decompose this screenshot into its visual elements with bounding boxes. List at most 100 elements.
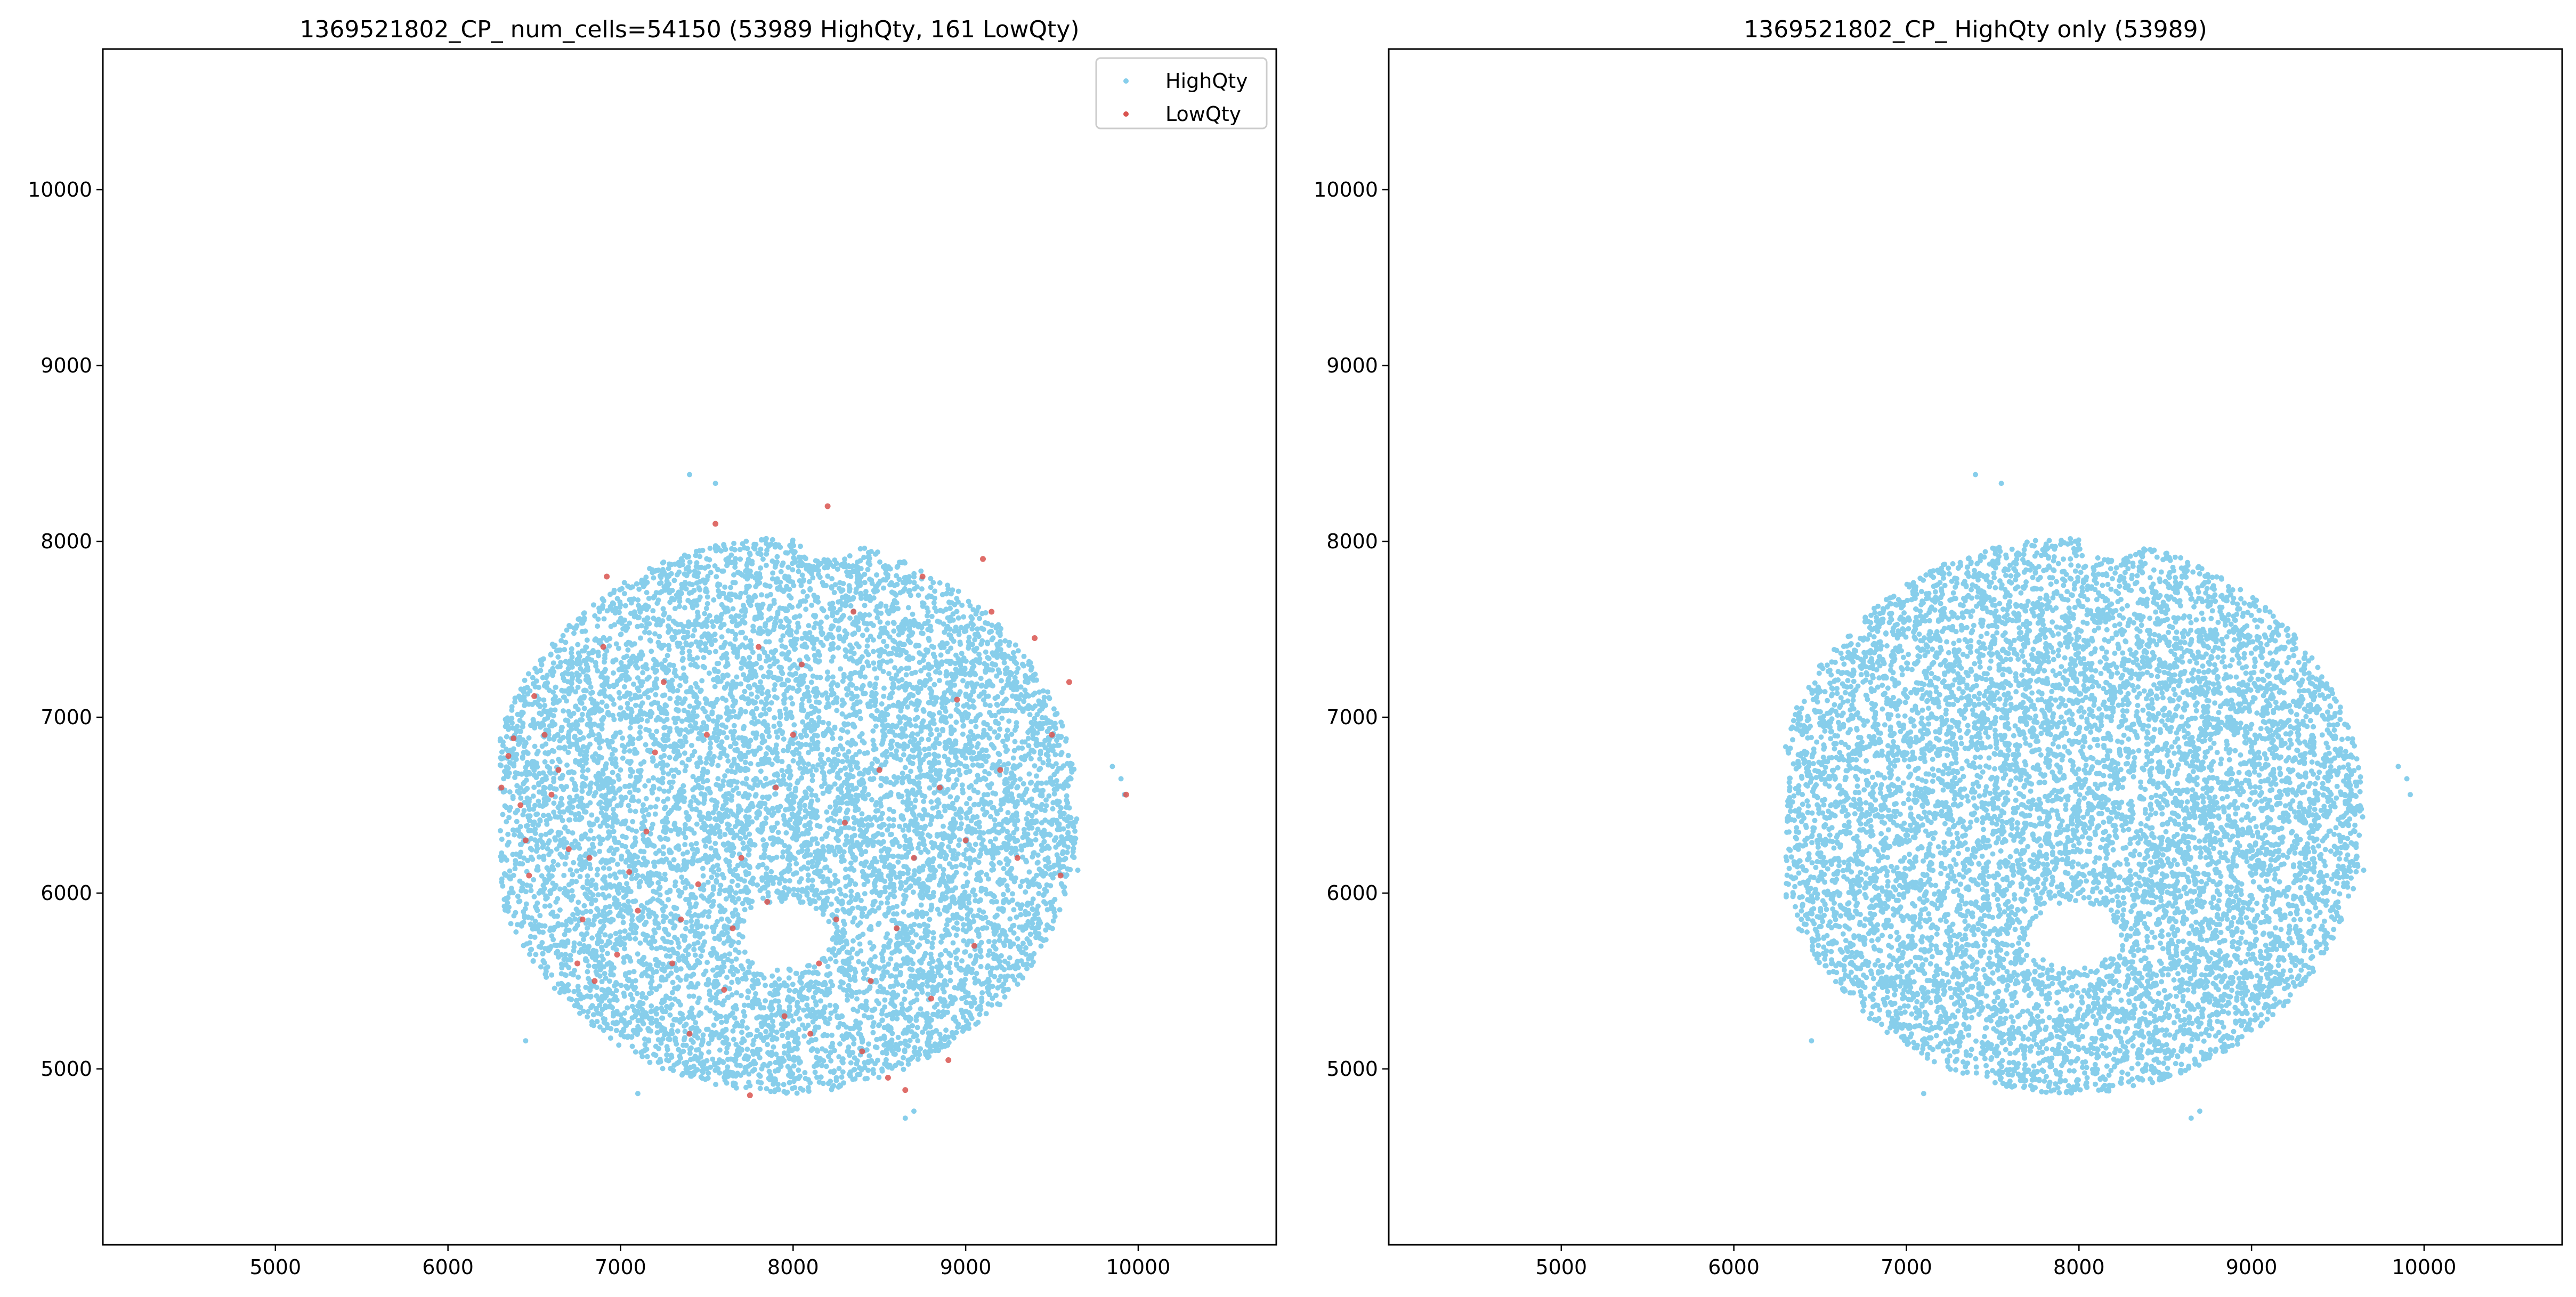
highqty-point (820, 790, 826, 796)
highqty-point (1026, 659, 1032, 664)
highqty-point (848, 955, 854, 961)
highqty-point (654, 728, 660, 734)
highqty-point (508, 921, 514, 927)
highqty-point (869, 797, 874, 802)
highqty-point (606, 893, 612, 899)
highqty-point (790, 758, 796, 764)
highqty-point (558, 660, 564, 666)
highqty-point (1028, 962, 1034, 968)
highqty-point (943, 1027, 949, 1033)
highqty-point (966, 784, 972, 790)
highqty-point (1038, 748, 1043, 754)
highqty-point (879, 701, 885, 707)
highqty-point (528, 888, 534, 894)
highqty-point (983, 776, 989, 782)
highqty-point (925, 832, 931, 838)
highqty-point (859, 913, 865, 919)
highqty-point (629, 584, 635, 590)
highqty-point (832, 781, 838, 787)
highqty-point (838, 767, 844, 773)
highqty-point (753, 991, 758, 996)
highqty-point (902, 996, 908, 1002)
highqty-point (1071, 855, 1077, 861)
highqty-point (595, 941, 601, 946)
highqty-point (787, 987, 792, 993)
highqty-point (569, 646, 574, 652)
highqty-point (511, 746, 516, 752)
highqty-point (553, 787, 559, 792)
highqty-point (771, 655, 776, 661)
highqty-point (1046, 793, 1052, 799)
highqty-point (828, 1079, 833, 1084)
highqty-point (949, 600, 954, 606)
highqty-point (543, 741, 549, 747)
highqty-point (758, 679, 763, 685)
highqty-point (538, 832, 544, 838)
highqty-point (998, 860, 1003, 866)
highqty-point (502, 803, 508, 809)
highqty-point (1068, 815, 1074, 821)
highqty-point (1065, 752, 1071, 758)
highqty-point (790, 806, 796, 812)
highqty-point (954, 777, 960, 783)
highqty-point (530, 675, 536, 680)
highqty-point (836, 1054, 842, 1060)
highqty-point (932, 588, 938, 594)
highqty-point (986, 771, 992, 776)
highqty-point (915, 689, 921, 695)
highqty-point (896, 577, 902, 582)
highqty-point (742, 971, 748, 977)
highqty-point (725, 758, 731, 764)
highqty-point (895, 1034, 901, 1040)
highqty-point (565, 671, 571, 677)
highqty-point (518, 795, 524, 801)
highqty-point (714, 574, 719, 580)
highqty-point (621, 684, 627, 690)
highqty-point (986, 655, 992, 661)
highqty-point (845, 997, 850, 1003)
highqty-point (1039, 807, 1044, 813)
highqty-point (588, 994, 594, 1000)
highqty-point (947, 960, 953, 966)
highqty-point (907, 579, 912, 585)
highqty-point (679, 874, 685, 880)
highqty-point (581, 809, 587, 815)
highqty-point (724, 1045, 730, 1051)
highqty-point (912, 716, 918, 722)
highqty-point (771, 687, 777, 692)
highqty-point (833, 1075, 839, 1081)
highqty-point (1023, 800, 1028, 806)
highqty-point (699, 727, 704, 733)
highqty-point (1035, 903, 1041, 909)
highqty-point (839, 1074, 845, 1080)
highqty-point (700, 873, 706, 879)
highqty-point (912, 586, 918, 592)
highqty-point (893, 1042, 899, 1048)
highqty-point (1068, 776, 1074, 782)
highqty-point (607, 873, 613, 879)
highqty-point (969, 626, 975, 632)
highqty-point (965, 681, 970, 686)
highqty-point (807, 587, 813, 593)
highqty-point (511, 913, 517, 919)
highqty-point (964, 764, 970, 769)
highqty-point (769, 973, 775, 979)
highqty-point (629, 1003, 635, 1009)
highqty-point (800, 719, 806, 725)
highqty-point (577, 616, 582, 622)
highqty-point (976, 907, 982, 913)
highqty-point (728, 943, 734, 949)
highqty-point (690, 633, 696, 639)
highqty-point (700, 737, 706, 743)
highqty-point (683, 926, 688, 931)
highqty-point (791, 1063, 797, 1069)
highqty-point (661, 967, 667, 972)
highqty-point (804, 733, 809, 739)
highqty-point (1023, 679, 1028, 685)
highqty-point (817, 873, 823, 879)
highqty-point (682, 696, 688, 702)
highqty-point (881, 638, 887, 644)
highqty-point (824, 614, 830, 620)
highqty-point (885, 620, 890, 626)
